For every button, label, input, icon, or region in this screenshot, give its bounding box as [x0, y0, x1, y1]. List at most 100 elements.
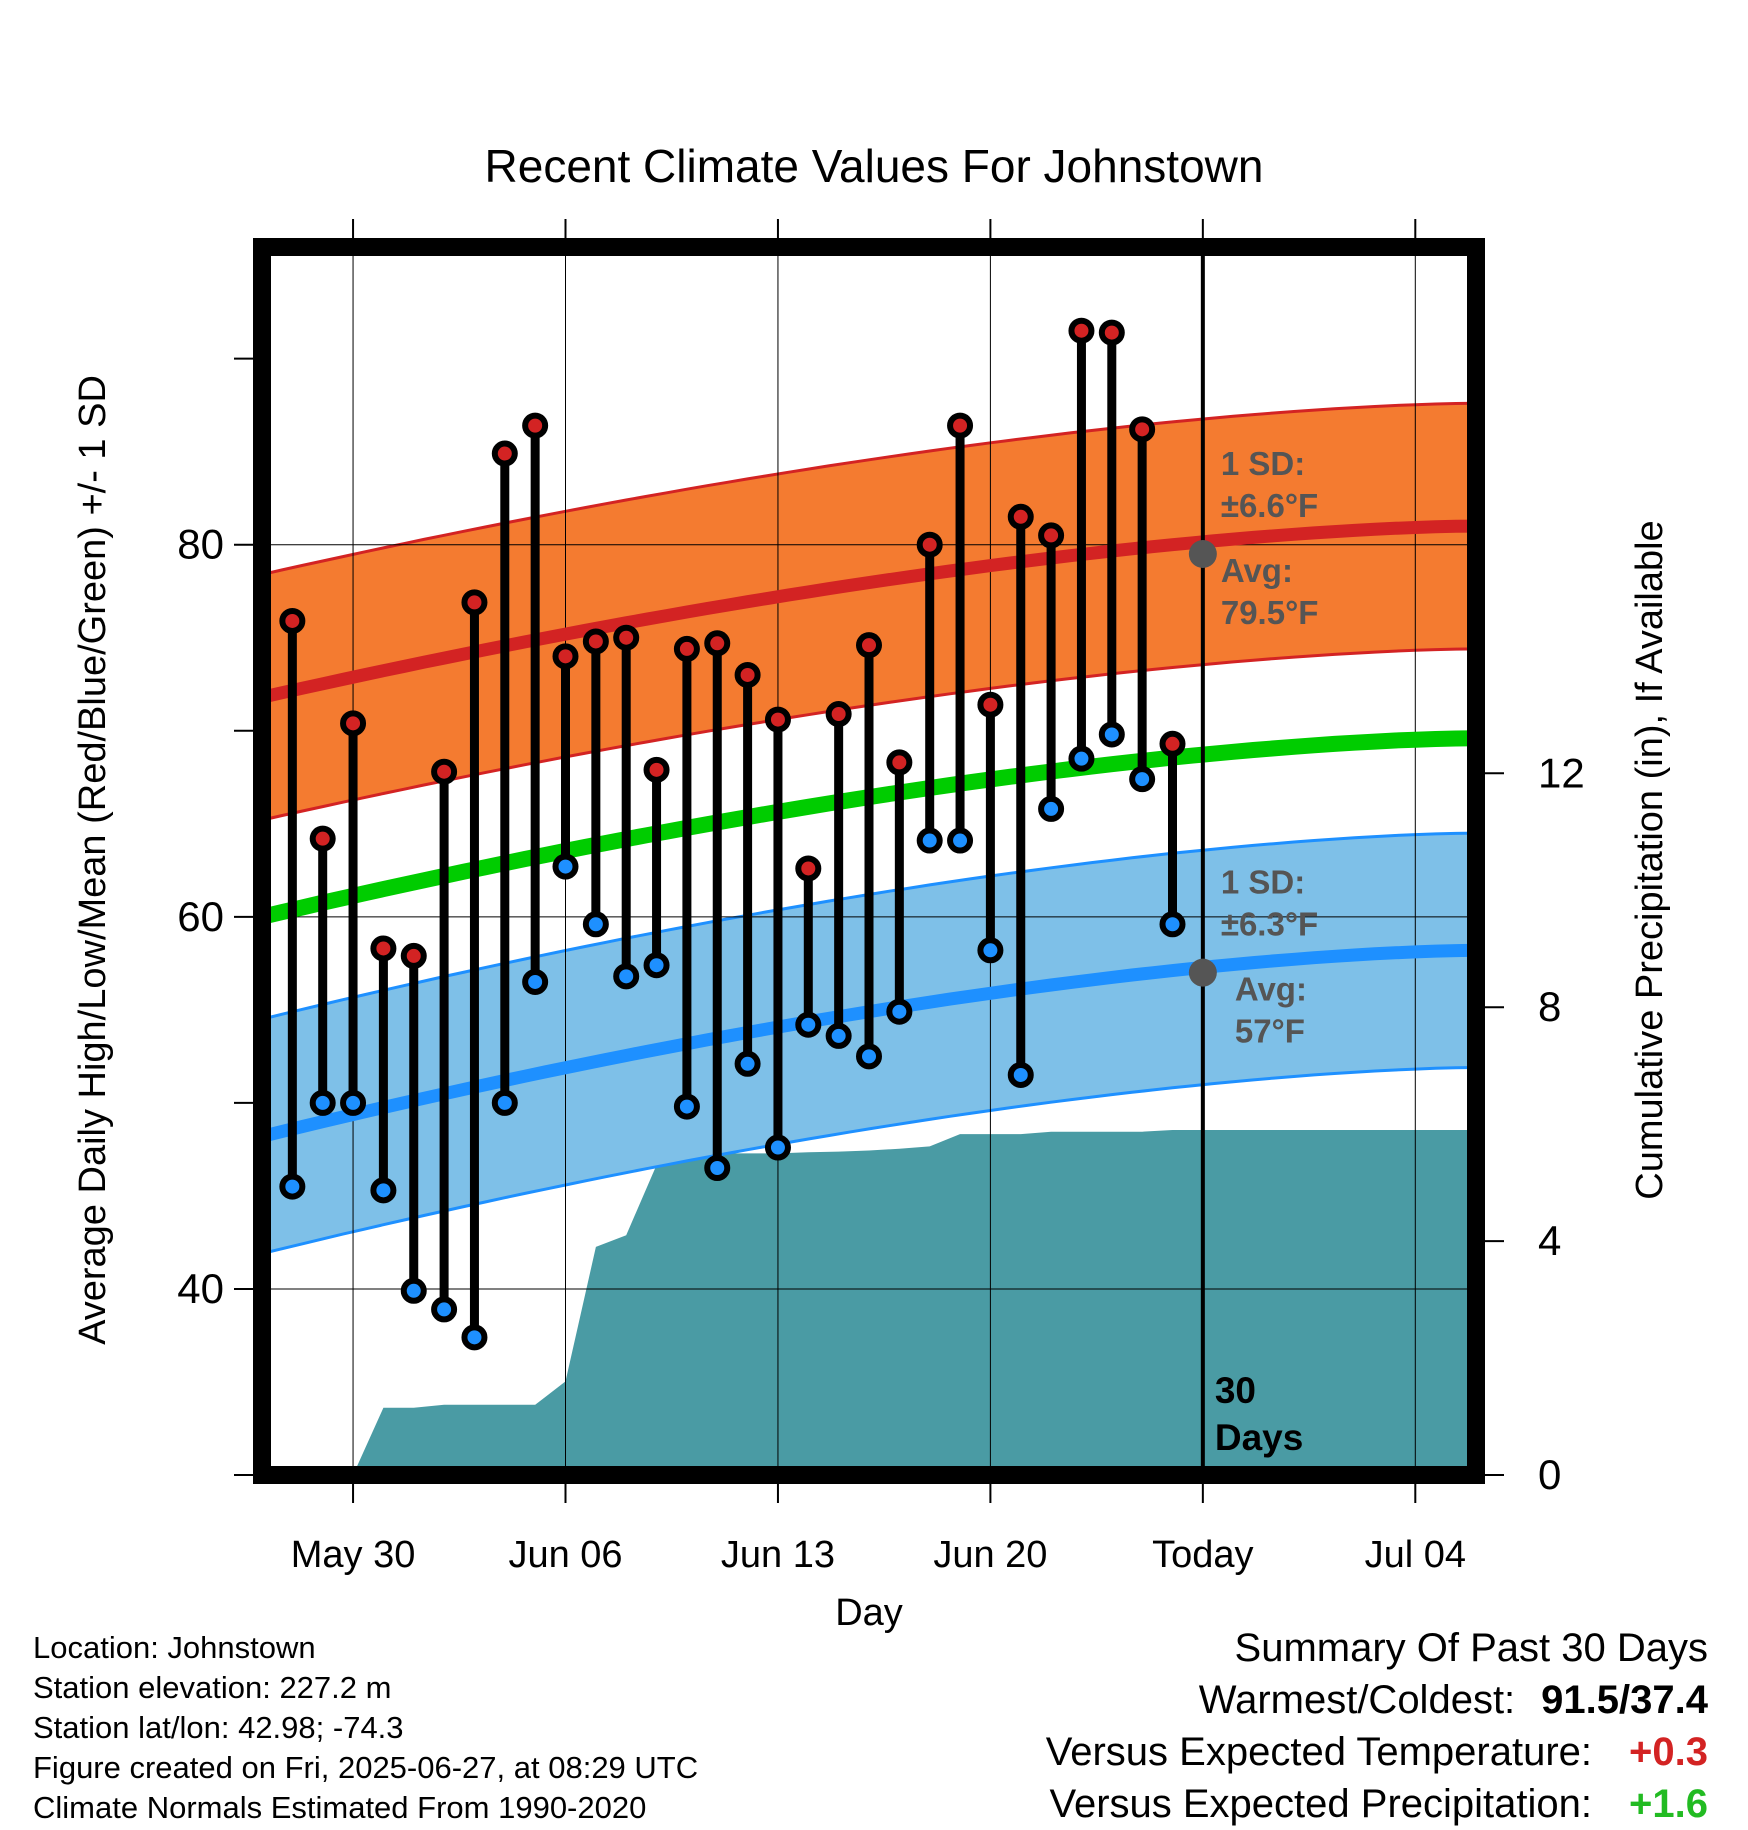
daily-low-point [370, 1177, 397, 1204]
chart-title: Recent Climate Values For Johnstown [485, 140, 1264, 192]
high-band-upper-edge [262, 401, 1476, 576]
x-tick-label: May 30 [291, 1534, 416, 1576]
y-tick-label-left: 80 [177, 521, 224, 568]
daily-low-point [552, 853, 579, 880]
daily-low-point [340, 1089, 367, 1116]
daily-high-point [582, 628, 609, 655]
days-label-number: 30 [1215, 1370, 1256, 1411]
daily-high-point [1098, 319, 1125, 346]
daily-low-point [1098, 721, 1125, 748]
daily-high-point [916, 531, 943, 558]
daily-high-point [400, 942, 427, 969]
info-latlon: Station lat/lon: 42.98; -74.3 [33, 1710, 404, 1745]
summary-panel: Summary Of Past 30 Days Warmest/Coldest:… [1046, 1622, 1708, 1830]
temp-label: Versus Expected Temperature: [1045, 1730, 1592, 1774]
x-tick-label: Today [1152, 1534, 1253, 1576]
station-info: Location: Johnstown Station elevation: 2… [33, 1628, 698, 1828]
plot-area: 1 SD: ±6.6°F Avg: 79.5°F 1 SD: ±6.3°F Avg: 57°F… [262, 247, 1476, 1475]
high-sd-value: ±6.6°F [1221, 487, 1318, 524]
daily-low-point [613, 963, 640, 990]
y-tick-label-left: 40 [177, 1265, 224, 1312]
daily-low-point [795, 1011, 822, 1038]
x-tick-label: Jun 13 [721, 1534, 835, 1576]
daily-high-point [947, 412, 974, 439]
y-tick-label-right: 0 [1538, 1451, 1561, 1498]
x-axis-label: Day [835, 1592, 903, 1634]
daily-high-point [552, 643, 579, 670]
high-avg-title: Avg: [1221, 552, 1293, 589]
precip-area [353, 1130, 1476, 1475]
y-axis-label-right: Cumulative Precipitation (in), If Availa… [1629, 520, 1671, 1199]
info-created: Figure created on Fri, 2025-06-27, at 08… [33, 1750, 699, 1785]
daily-high-point [522, 412, 549, 439]
daily-low-point [279, 1173, 306, 1200]
x-tick-label: Jun 20 [933, 1534, 1047, 1576]
daily-high-point [643, 756, 670, 783]
x-tick-label: Jul 04 [1365, 1534, 1466, 1576]
daily-low-point [400, 1277, 427, 1304]
daily-low-point [947, 827, 974, 854]
daily-high-point [734, 661, 761, 688]
daily-low-point [1068, 745, 1095, 772]
daily-high-point [1129, 416, 1156, 443]
daily-high-point [1159, 730, 1186, 757]
daily-high-point [977, 691, 1004, 718]
daily-high-point [764, 706, 791, 733]
daily-low-point [309, 1089, 336, 1116]
daily-low-point [461, 1324, 488, 1351]
plot-frame [253, 238, 1485, 1484]
daily-high-point [673, 635, 700, 662]
y-tick-label-right: 8 [1538, 983, 1561, 1030]
climate-chart: Recent Climate Values For Johnstown 1 SD… [72, 140, 1671, 1634]
axes: May 30 Jun 06 Jun 13 Jun 20 Today Jul 0440608… [177, 219, 1585, 1576]
daily-low-point [764, 1134, 791, 1161]
warm-cold-value: 91.5/37.4 [1541, 1678, 1708, 1722]
daily-low-point [431, 1296, 458, 1323]
y-axis-label-left: Average Daily High/Low/Mean (Red/Blue/Gr… [72, 375, 114, 1345]
daily-low-point [1038, 795, 1065, 822]
summary-title: Summary Of Past 30 Days [1234, 1626, 1708, 1670]
daily-low-point [582, 911, 609, 938]
low-avg-title: Avg: [1235, 971, 1307, 1008]
daily-low-point [522, 968, 549, 995]
info-normals: Climate Normals Estimated From 1990-2020 [33, 1790, 647, 1825]
daily-low-point [916, 827, 943, 854]
days-label-text: Days [1215, 1417, 1303, 1458]
daily-low-point [1129, 766, 1156, 793]
daily-high-point [856, 632, 882, 659]
daily-high-point [825, 701, 852, 728]
daily-low-point [886, 998, 913, 1025]
daily-low-point [734, 1050, 761, 1077]
today-low-avg-marker [1188, 958, 1217, 987]
daily-low-point [643, 952, 670, 979]
precip-label: Versus Expected Precipitation: [1049, 1782, 1592, 1826]
daily-high-point [309, 825, 336, 852]
daily-high-point [1007, 503, 1034, 530]
daily-low-point [673, 1093, 700, 1120]
daily-high-point [613, 624, 640, 651]
daily-high-point [704, 630, 731, 657]
precip-anomaly-value: +1.6 [1629, 1782, 1708, 1826]
info-elevation: Station elevation: 227.2 m [33, 1670, 392, 1705]
today-high-avg-marker [1188, 540, 1217, 568]
daily-high-point [461, 589, 488, 616]
daily-high-point [795, 855, 822, 882]
daily-high-point [370, 935, 397, 962]
daily-high-point [886, 749, 913, 776]
summary-warm-cold: Warmest/Coldest: 91.5/37.4 [1046, 1674, 1708, 1726]
daily-low-point [1159, 911, 1186, 938]
daily-high-point [491, 440, 518, 467]
x-tick-label: Jun 06 [508, 1534, 622, 1576]
warm-cold-label: Warmest/Coldest: [1198, 1678, 1516, 1722]
daily-high-point [431, 758, 458, 785]
daily-low-point [856, 1043, 882, 1070]
daily-low-point [1007, 1061, 1034, 1088]
summary-precip: Versus Expected Precipitation: +1.6 [1046, 1778, 1708, 1830]
daily-high-point [1068, 317, 1095, 344]
daily-high-point [279, 607, 306, 634]
daily-high-point [340, 710, 367, 737]
y-tick-label-left: 60 [177, 893, 224, 940]
low-sd-value: ±6.3°F [1221, 906, 1318, 943]
high-sd-title: 1 SD: [1221, 445, 1305, 482]
y-tick-label-right: 4 [1538, 1217, 1561, 1264]
